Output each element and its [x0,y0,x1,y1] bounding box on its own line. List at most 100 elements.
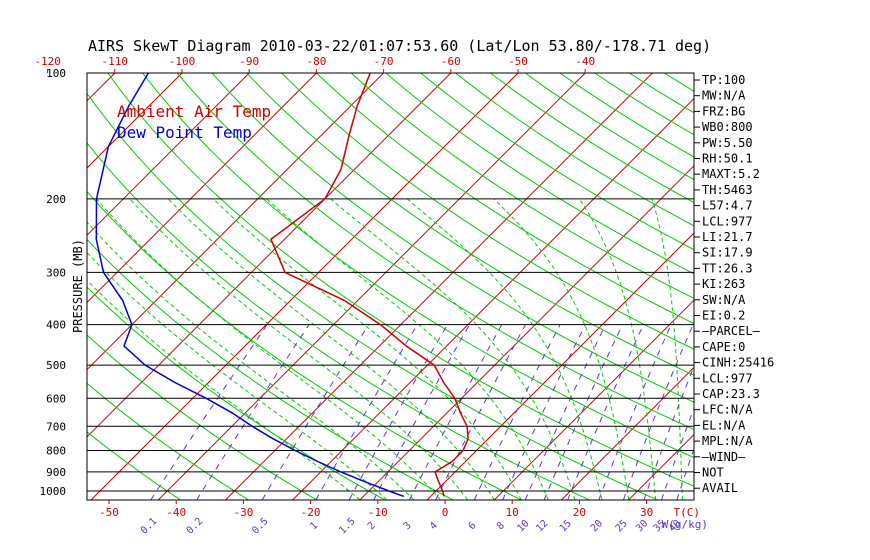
stability-index: TH:5463 [702,183,753,197]
top-temp-label: -70 [374,55,394,68]
stability-index: LFC:N/A [702,403,753,417]
bottom-temp-label: -30 [233,506,253,519]
isotherm-line [87,73,183,169]
isotherm-line [87,73,452,438]
dewpoint-profile-line [95,73,405,498]
bottom-temp-label: -40 [166,506,186,519]
dry-adiabat-line [524,73,694,181]
legend-temp: Ambient Air Temp [117,102,271,121]
top-temp-label: -100 [169,55,196,68]
stability-index: SW:N/A [702,293,746,307]
stability-index: NOT [702,466,724,480]
bottom-temp-label: 30 [640,506,653,519]
mixing-ratio-label: 2 [366,520,378,532]
dry-adiabat-line [107,73,694,487]
isotherm-line [426,232,694,500]
mixing-ratio-line [348,324,448,500]
top-temp-label: -90 [239,55,259,68]
profiles [95,73,469,498]
stability-index: MAXT:5.2 [702,167,760,181]
pressure-tick-label: 800 [46,444,66,457]
stability-index: LCL:977 [702,371,753,385]
mixing-ratio-label: 3 [402,520,414,532]
dry-adiabat-line [211,73,694,403]
isotherm-line [225,73,653,500]
moist-adiabat-line [578,198,657,500]
stability-index: MPL:N/A [702,434,753,448]
mixing-ratio-line [543,324,623,500]
plot-frame [86,72,695,501]
stability-index: SI:17.9 [702,246,753,260]
dry-adiabat-line [87,142,590,500]
top-temp-label: -40 [575,55,595,68]
stability-indices: TP:100MW:N/AFRZ:BGWB0:800PW:5.50RH:50.1M… [694,73,774,495]
isotherm-line [90,73,519,500]
top-temp-label: -80 [306,55,326,68]
mixing-ratio-label: 4 [428,520,440,532]
dry-adiabat-line [87,92,658,500]
dry-adiabat-line [87,286,386,500]
pressure-tick-label: 600 [46,392,66,405]
mixing-ratio-label: 15 [558,518,574,534]
dry-adiabat-line [246,73,694,376]
mixing-ratio-line [373,324,470,500]
isotherm-line [292,97,694,500]
dry-adiabat-line [87,190,522,500]
top-temp-label: -60 [441,55,461,68]
bottom-temp-label: 0 [442,506,449,519]
pressure-tick-label: 500 [46,359,66,372]
mixing-ratio-label: 20 [589,518,605,534]
stability-index: FRZ:BG [702,104,745,118]
stability-index: WB0:800 [702,120,753,134]
dry-adiabat-line [455,73,694,227]
stability-index: AVAIL [702,481,738,495]
mixing-ratio-line [502,324,586,500]
stability-index: CINH:25416 [702,356,774,370]
pressure-tick-label: 400 [46,319,66,332]
stability-index: CAPE:0 [702,340,745,354]
mixing-ratio-line [409,324,503,500]
dry-adiabat-line [803,73,870,500]
stability-index: L57:4.7 [702,199,753,213]
dry-adiabat-line [87,431,181,500]
pressure-tick-label: 900 [46,466,66,479]
mixing-ratio-line [435,324,526,500]
moist-adiabat-line [651,198,683,500]
moist-adiabat-line [493,198,630,500]
isotherm-line [763,73,870,500]
mixing-ratio-line [261,324,369,500]
moist-adiabat-line [129,198,468,500]
pressure-tick-label: 200 [46,193,66,206]
dry-adiabat-line [87,382,249,500]
bottom-temp-label: -20 [301,506,321,519]
mixing-ratio-line [623,324,694,500]
pressure-tick-label: 700 [46,420,66,433]
pressure-tick-label: 300 [46,266,66,279]
legend-dew: Dew Point Temp [117,123,252,142]
stability-index: EI:0.2 [702,309,745,323]
stability-index: EL:N/A [702,418,746,432]
bottom-temp-label: -10 [368,506,388,519]
mixing-ratio-label: 10 [515,518,531,534]
bottom-temp-label: 10 [506,506,519,519]
isotherm-line [87,73,384,371]
stability-index: KI:263 [702,277,745,291]
bottom-temp-label: -50 [99,506,119,519]
isotherm-line [493,299,694,500]
moist-adiabat-line [330,198,576,500]
stability-index: —PARCEL— [702,324,761,338]
isotherm-line [87,73,116,102]
mixing-ratio-line [524,324,607,500]
stability-index: TT:26.3 [702,261,753,275]
mixing-ratio-label: 1.5 [337,516,358,537]
legend: Ambient Air Temp Dew Point Temp [117,102,271,142]
moist-adiabat-line [87,221,415,500]
top-temp-label: -110 [102,55,129,68]
chart-title: AIRS SkewT Diagram 2010-03-22/01:07:53.6… [88,37,711,55]
stability-index: TP:100 [702,73,745,87]
x-axis-label: T(C) [674,506,701,519]
mixing-ratio-label: 12 [534,518,550,534]
dry-adiabat-line [87,238,454,500]
